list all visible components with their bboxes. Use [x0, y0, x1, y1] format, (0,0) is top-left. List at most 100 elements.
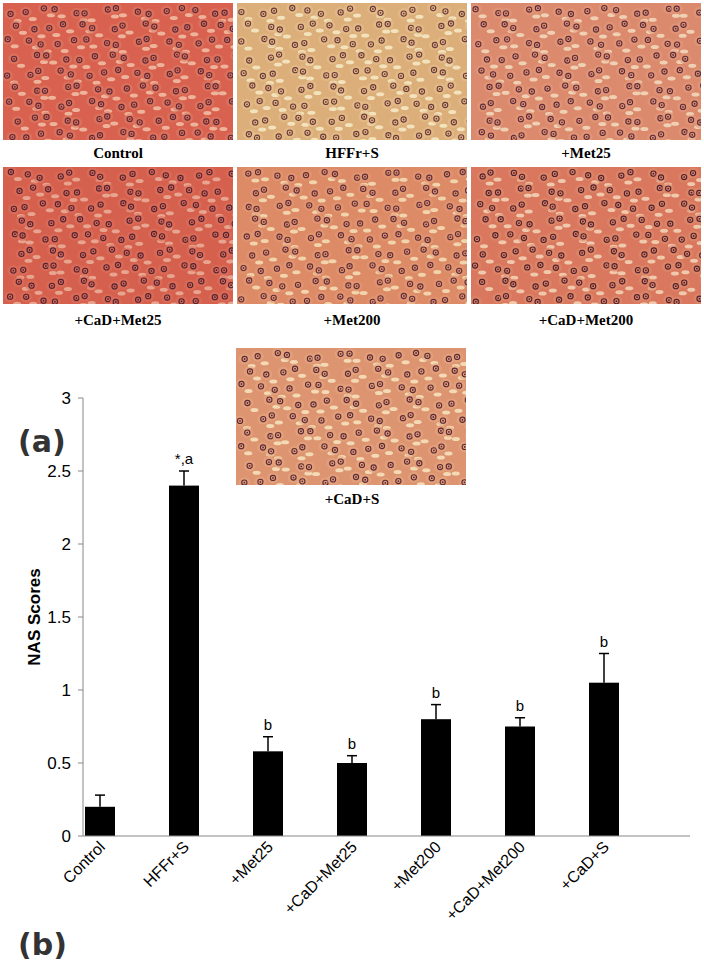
- sinusoid: [609, 95, 617, 99]
- nucleus: [697, 38, 701, 43]
- nucleolus: [300, 26, 302, 28]
- hepatocyte: [173, 39, 185, 50]
- nucleus: [164, 9, 169, 14]
- nucleolus: [556, 104, 558, 106]
- nucleus: [32, 115, 37, 120]
- sinusoid: [178, 34, 186, 38]
- sinusoid: [287, 122, 295, 126]
- sinusoid: [190, 123, 198, 127]
- hepatocyte: [278, 111, 290, 122]
- nucleus: [665, 41, 670, 46]
- nucleolus: [403, 13, 405, 15]
- nucleus: [529, 89, 534, 94]
- hepatocyte: [340, 24, 352, 35]
- nucleus: [119, 237, 124, 242]
- sinusoid: [602, 75, 610, 79]
- nucleus: [160, 204, 165, 209]
- hepatocyte: [3, 70, 13, 81]
- hepatocyte: [667, 50, 679, 61]
- nucleus: [29, 283, 34, 288]
- nucleolus: [656, 55, 658, 57]
- nucleolus: [464, 38, 466, 40]
- nucleus: [502, 22, 507, 27]
- nucleus: [331, 84, 336, 89]
- nucleus: [113, 42, 118, 47]
- nucleolus: [283, 116, 285, 118]
- nucleus: [574, 24, 579, 29]
- sinusoid: [268, 125, 276, 129]
- hepatocyte: [677, 101, 689, 112]
- nucleus: [128, 189, 133, 194]
- nucleus: [209, 37, 214, 42]
- nucleus: [229, 171, 233, 176]
- nucleus: [673, 26, 678, 31]
- nucleolus: [145, 60, 147, 62]
- nucleus: [409, 40, 414, 45]
- hepatocyte: [366, 115, 378, 126]
- hepatocyte: [110, 3, 122, 14]
- nucleolus: [495, 39, 497, 41]
- nucleolus: [490, 102, 492, 104]
- sinusoid: [110, 122, 118, 126]
- nucleolus: [215, 121, 217, 123]
- hepatocyte: [94, 171, 106, 182]
- nucleus: [32, 27, 37, 32]
- nucleolus: [441, 57, 443, 59]
- nucleolus: [181, 7, 183, 9]
- nucleolus: [536, 28, 538, 30]
- sinusoid: [479, 14, 487, 18]
- hepatocyte: [614, 127, 626, 138]
- nucleus: [419, 89, 424, 94]
- nucleolus: [47, 188, 49, 190]
- nucleus: [263, 118, 268, 123]
- nucleolus: [691, 134, 693, 136]
- hepatocyte: [121, 83, 133, 94]
- sinusoid: [127, 63, 135, 67]
- nucleus: [347, 6, 352, 11]
- nucleus: [462, 36, 467, 41]
- hepatocyte: [84, 70, 96, 81]
- hepatocyte: [112, 260, 124, 271]
- nucleolus: [520, 118, 522, 120]
- sinusoid: [107, 77, 115, 81]
- nucleus: [136, 216, 141, 221]
- nucleus: [136, 191, 141, 196]
- nucleus: [15, 119, 20, 124]
- sinusoid: [102, 124, 110, 128]
- hepatocyte: [174, 172, 186, 183]
- hepatocyte: [398, 114, 410, 125]
- hepatocyte: [602, 112, 614, 123]
- hepatocyte: [516, 130, 528, 140]
- hepatocyte: [570, 82, 582, 93]
- nucleolus: [211, 208, 213, 210]
- nucleus: [266, 85, 271, 90]
- sinusoid: [683, 75, 691, 79]
- nucleolus: [117, 69, 119, 71]
- nucleolus: [564, 85, 566, 87]
- nucleolus: [418, 28, 420, 30]
- nucleolus: [418, 135, 420, 137]
- nucleolus: [515, 55, 517, 57]
- nucleus: [44, 114, 49, 119]
- hepatocyte: [203, 167, 215, 178]
- nucleolus: [225, 234, 227, 236]
- nucleus: [448, 83, 453, 88]
- hepatocyte: [103, 86, 115, 97]
- nucleolus: [652, 100, 654, 102]
- nucleus: [437, 86, 442, 91]
- nucleolus: [320, 13, 322, 15]
- nucleolus: [151, 270, 153, 272]
- nucleolus: [553, 133, 555, 135]
- nucleus: [321, 134, 326, 139]
- nucleus: [135, 9, 140, 14]
- nucleus: [595, 89, 600, 94]
- micrograph: [237, 3, 467, 140]
- nucleolus: [14, 86, 16, 88]
- hepatocyte: [226, 168, 233, 179]
- nucleus: [74, 267, 79, 272]
- hepatocyte: [485, 98, 497, 109]
- nucleus: [239, 9, 244, 14]
- nucleolus: [142, 85, 144, 87]
- nucleolus: [112, 54, 114, 56]
- nucleus: [627, 84, 632, 89]
